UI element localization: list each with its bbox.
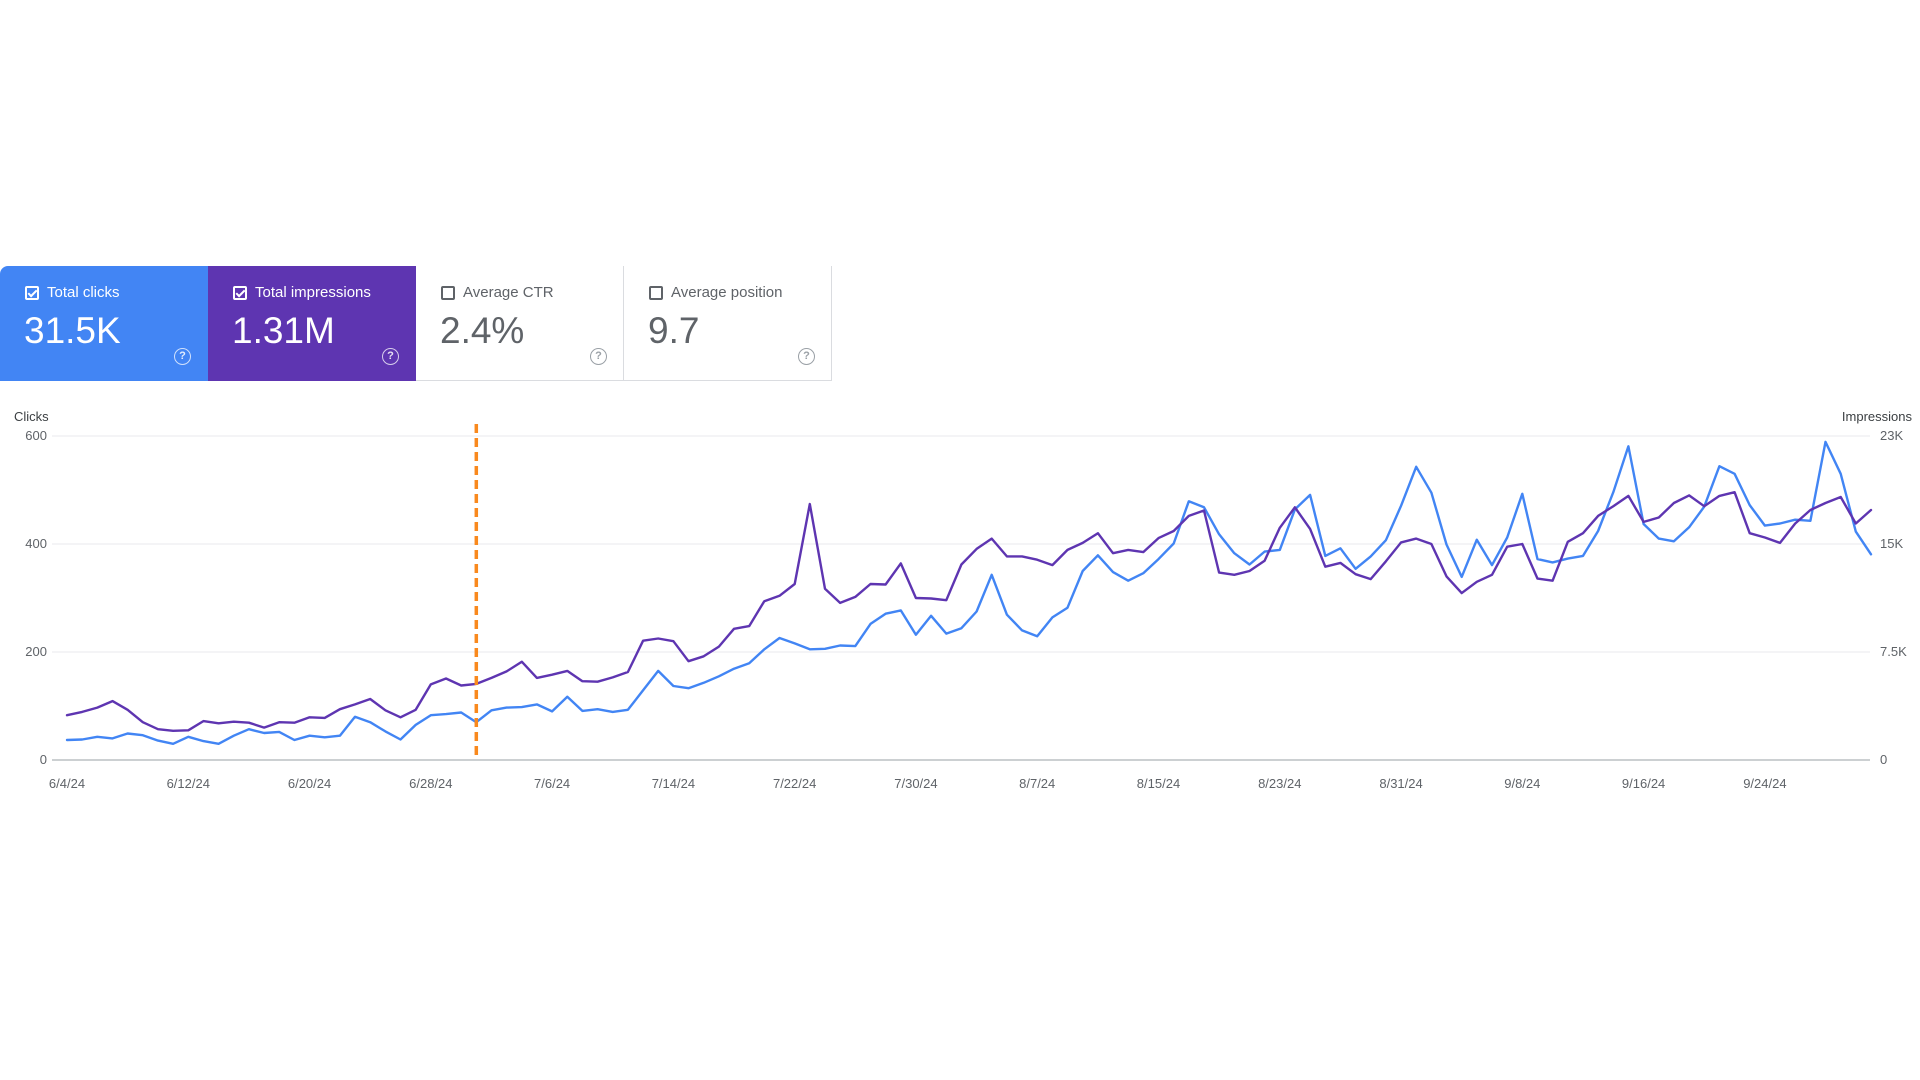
x-tick-label: 7/6/24 xyxy=(534,776,570,791)
x-tick-label: 7/30/24 xyxy=(894,776,937,791)
left-axis-title: Clicks xyxy=(14,409,49,424)
x-tick-label: 6/4/24 xyxy=(49,776,85,791)
metric-card-average-position[interactable]: Average position 9.7 ? xyxy=(624,266,832,381)
metric-card-header: Total clicks xyxy=(25,284,120,301)
help-icon[interactable]: ? xyxy=(590,348,607,365)
metric-label: Average CTR xyxy=(463,284,554,301)
chart-series xyxy=(65,440,1873,745)
metric-cards: Total clicks 31.5K ? Total impressions 1… xyxy=(0,266,832,381)
x-tick-label: 8/15/24 xyxy=(1137,776,1180,791)
x-tick-label: 7/14/24 xyxy=(652,776,695,791)
metric-card-header: Average CTR xyxy=(441,284,554,301)
metric-card-total-clicks[interactable]: Total clicks 31.5K ? xyxy=(0,266,208,381)
metric-label: Total impressions xyxy=(255,284,371,301)
right-tick-label: 0 xyxy=(1880,752,1887,767)
x-tick-label: 6/20/24 xyxy=(288,776,331,791)
x-tick-label: 8/7/24 xyxy=(1019,776,1055,791)
series-line-total-impressions xyxy=(65,490,1873,732)
x-tick-label: 9/8/24 xyxy=(1504,776,1540,791)
metric-value: 31.5K xyxy=(24,310,121,351)
help-icon[interactable]: ? xyxy=(798,348,815,365)
series-line-total-clicks xyxy=(65,440,1873,745)
checkbox-icon[interactable] xyxy=(25,285,39,300)
right-axis-title: Impressions xyxy=(1842,409,1913,424)
left-tick-label: 200 xyxy=(25,644,47,659)
chart-gridlines xyxy=(52,435,1870,761)
x-tick-label: 8/31/24 xyxy=(1379,776,1422,791)
right-tick-label: 23K xyxy=(1880,428,1903,443)
right-axis-ticks: 0 7.5K 15K 23K xyxy=(1880,428,1907,767)
x-tick-label: 7/22/24 xyxy=(773,776,816,791)
x-tick-label: 9/16/24 xyxy=(1622,776,1665,791)
help-icon[interactable]: ? xyxy=(174,348,191,365)
metric-value: 9.7 xyxy=(648,310,700,351)
right-tick-label: 7.5K xyxy=(1880,644,1907,659)
x-tick-label: 6/28/24 xyxy=(409,776,452,791)
performance-chart: Clicks Impressions 0 200 400 600 0 7.5K 15K 23… xyxy=(14,409,1913,791)
checkbox-icon[interactable] xyxy=(441,285,455,300)
left-tick-label: 0 xyxy=(40,752,47,767)
right-tick-label: 15K xyxy=(1880,536,1903,551)
x-tick-label: 6/12/24 xyxy=(167,776,210,791)
x-axis-ticks: 6/4/24 6/12/24 6/20/24 6/28/24 7/6/24 7/14/24… xyxy=(49,776,1787,791)
left-tick-label: 400 xyxy=(25,536,47,551)
metric-card-average-ctr[interactable]: Average CTR 2.4% ? xyxy=(416,266,624,381)
x-tick-label: 8/23/24 xyxy=(1258,776,1301,791)
metric-label: Total clicks xyxy=(47,284,120,301)
checkbox-icon[interactable] xyxy=(233,285,247,300)
metric-label: Average position xyxy=(671,284,783,301)
metric-card-header: Total impressions xyxy=(233,284,371,301)
metric-card-total-impressions[interactable]: Total impressions 1.31M ? xyxy=(208,266,416,381)
x-tick-label: 9/24/24 xyxy=(1743,776,1786,791)
left-tick-label: 600 xyxy=(25,428,47,443)
left-axis-ticks: 0 200 400 600 xyxy=(25,428,47,767)
metric-value: 1.31M xyxy=(232,310,335,351)
metric-card-header: Average position xyxy=(649,284,782,301)
metric-value: 2.4% xyxy=(440,310,525,351)
help-icon[interactable]: ? xyxy=(382,348,399,365)
checkbox-icon[interactable] xyxy=(649,285,663,300)
